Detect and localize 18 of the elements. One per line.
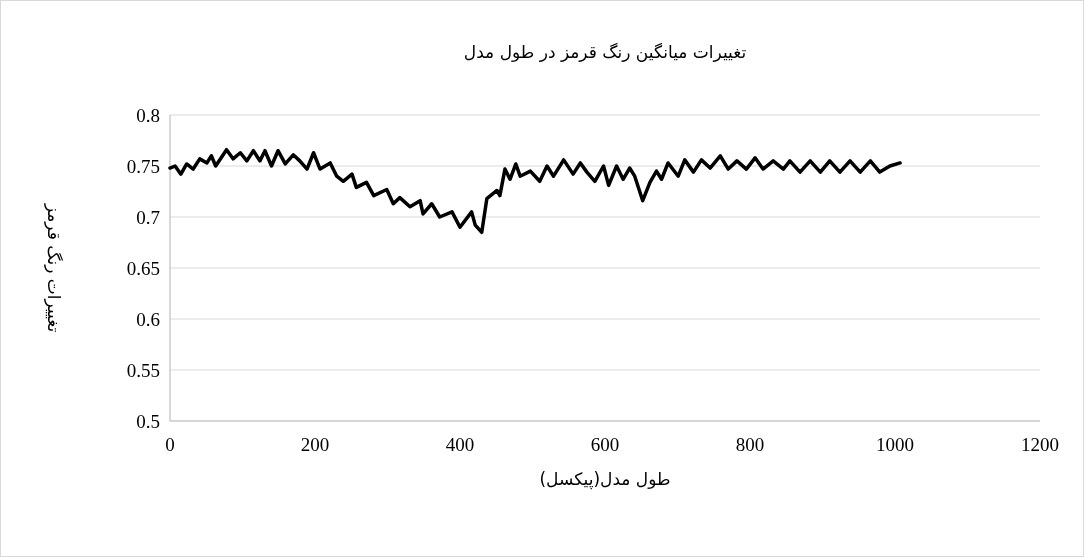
y-tick-label: 0.55 — [126, 360, 160, 381]
y-tick-label: 0.7 — [136, 207, 160, 228]
y-tick-label: 0.75 — [126, 156, 160, 177]
chart-title: تغییرات میانگین رنگ قرمز در طول مدل — [463, 42, 747, 62]
y-tick-label: 0.6 — [136, 309, 160, 330]
x-tick-label: 0 — [165, 434, 175, 455]
x-tick-label: 600 — [590, 434, 620, 455]
y-tick-label: 0.5 — [136, 411, 160, 432]
line-series — [168, 147, 902, 235]
y-tick-label: 0.8 — [136, 105, 160, 126]
x-tick-label: 1000 — [876, 434, 914, 455]
y-tick-label: 0.65 — [126, 258, 160, 279]
x-tick-label: 200 — [300, 434, 330, 455]
y-axis-title: تغییرات رنگ قرمز — [44, 202, 64, 333]
x-tick-label: 1200 — [1021, 434, 1059, 455]
x-tick-label: 800 — [735, 434, 765, 455]
x-tick-label: 400 — [445, 434, 475, 455]
x-axis-title: طول مدل(پیکسل) — [539, 469, 671, 490]
